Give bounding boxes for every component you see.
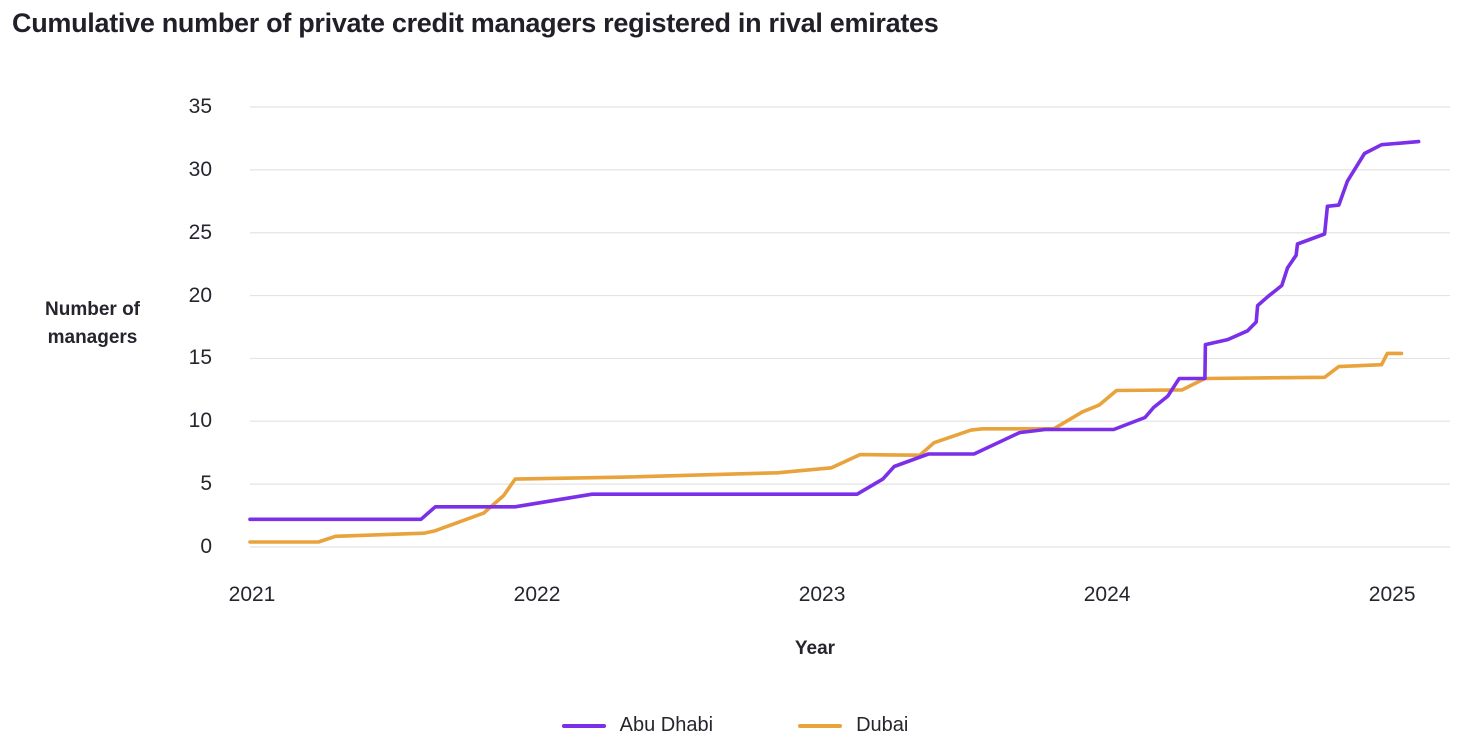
legend-item-abu-dhabi: Abu Dhabi [561, 714, 714, 737]
x-tick-label: 2024 [1083, 583, 1131, 606]
y-axis-label: Number of managers [0, 296, 185, 352]
x-tick-label: 2021 [228, 583, 276, 606]
y-tick-label: 15 [188, 346, 212, 370]
dubai-line-swatch-icon [798, 723, 843, 728]
y-axis-label-line1: Number of [45, 299, 140, 320]
y-tick-label: 35 [188, 95, 212, 118]
abu-dhabi-line-swatch-icon [561, 723, 606, 728]
y-tick-label: 0 [200, 535, 212, 558]
x-tick-label: 2025 [1368, 583, 1416, 606]
legend-label-dubai: Dubai [856, 714, 909, 736]
y-tick-label: 30 [188, 157, 212, 181]
abu-dhabi-line [248, 139, 1421, 522]
x-axis-label: Year [794, 638, 836, 659]
dubai-line [248, 351, 1404, 544]
chart-legend: Abu Dhabi Dubai [0, 714, 1470, 737]
y-tick-label: 5 [200, 472, 212, 496]
x-tick-label: 2022 [513, 583, 561, 606]
y-tick-label: 10 [188, 409, 212, 433]
legend-item-dubai: Dubai [798, 714, 908, 737]
x-tick-label: 2023 [798, 583, 846, 606]
y-tick-label: 25 [188, 220, 212, 244]
chart-title: Cumulative number of private credit mana… [12, 8, 939, 38]
y-axis-label-line2: managers [47, 327, 138, 348]
legend-label-abu-dhabi: Abu Dhabi [619, 714, 714, 736]
y-tick-label: 20 [188, 283, 212, 307]
